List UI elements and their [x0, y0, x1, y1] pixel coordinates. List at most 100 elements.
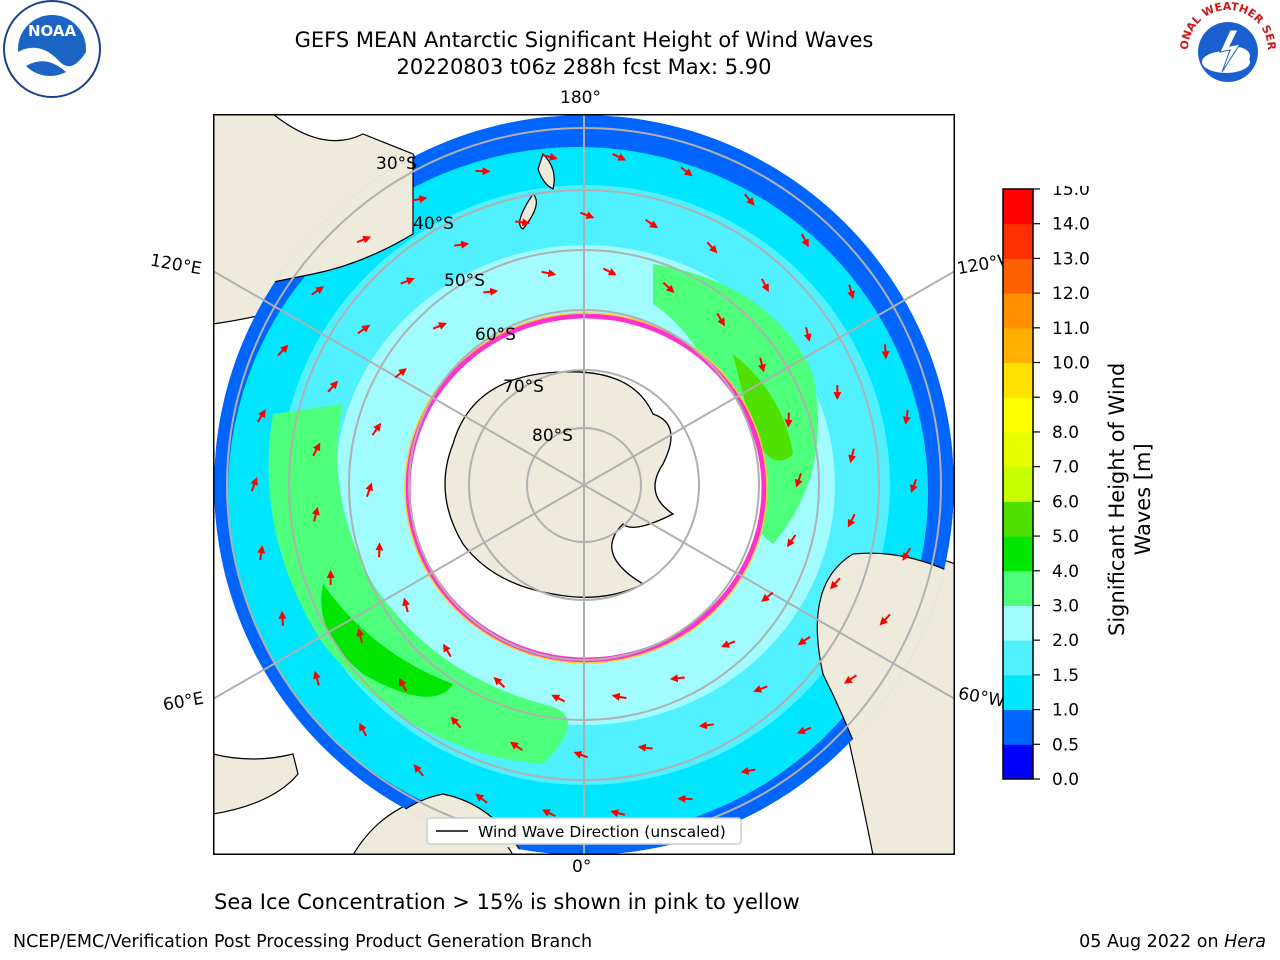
wind-wave-arrow — [645, 218, 659, 229]
wind-wave-arrow — [843, 674, 857, 684]
wind-wave-arrow — [706, 241, 718, 254]
colorbar-swatch — [1003, 466, 1033, 502]
wind-wave-arrow — [680, 166, 693, 177]
wind-wave-arrow — [432, 322, 447, 330]
wind-wave-arrow — [394, 368, 407, 379]
wind-wave-arrow — [515, 218, 531, 227]
wind-wave-arrow — [716, 312, 725, 327]
wind-wave-arrow — [277, 344, 289, 357]
colorbar-tick-label: 14.0 — [1052, 215, 1090, 235]
colorbar-swatch — [1003, 570, 1033, 606]
colorbar-tick-label: 13.0 — [1052, 249, 1090, 269]
wind-wave-arrow — [573, 751, 588, 759]
lon-label-120e: 120°E — [148, 250, 204, 280]
lat-label-70s: 70°S — [503, 377, 544, 397]
wind-wave-arrow — [541, 809, 556, 817]
wind-wave-arrow — [669, 674, 685, 683]
wind-wave-arrow — [879, 613, 891, 626]
wind-wave-arrow — [412, 195, 428, 204]
lat-label-30s: 30°S — [376, 154, 417, 174]
wind-wave-arrow — [356, 628, 365, 643]
wind-wave-arrow — [910, 478, 918, 493]
wind-wave-arrow — [257, 545, 266, 561]
wind-wave-arrow — [311, 286, 325, 296]
wind-wave-arrow — [375, 542, 384, 558]
colorbar-swatch — [1003, 501, 1033, 537]
wind-wave-arrow — [662, 282, 675, 294]
noaa-logo-text: NOAA — [28, 22, 77, 40]
colorbar-tick-label: 10.0 — [1052, 354, 1090, 374]
wind-wave-arrow — [740, 766, 756, 775]
map-title: GEFS MEAN Antarctic Significant Height o… — [294, 28, 874, 52]
wave-core-indian — [321, 584, 453, 697]
colorbar-swatch — [1003, 744, 1033, 780]
wind-wave-arrow — [365, 482, 374, 497]
wind-wave-arrow — [450, 716, 462, 729]
wind-wave-arrow — [796, 726, 812, 735]
wind-wave-arrow — [357, 324, 371, 335]
footer-host: Hera — [1224, 932, 1266, 952]
wind-wave-arrow — [256, 409, 266, 423]
madagascar-land — [213, 753, 299, 815]
colorbar-label: Significant Height of Wind Waves [m] — [1105, 362, 1155, 636]
colorbar-tick-label: 1.0 — [1052, 701, 1079, 721]
wind-wave-arrow — [784, 412, 793, 428]
colorbar-swatch — [1003, 258, 1033, 294]
wind-wave-arrow — [902, 547, 912, 561]
colorbar-swatch — [1003, 362, 1033, 398]
wind-wave-arrow — [881, 344, 890, 360]
national-weather-service-logo: NATIONAL WEATHER SERVICE — [1176, 0, 1278, 98]
wind-wave-arrow — [611, 692, 627, 701]
wind-wave-arrow — [786, 534, 797, 548]
colorbar-swatch — [1003, 431, 1033, 468]
longitude-gridlines — [213, 114, 955, 855]
lon-label-180: 180° — [560, 88, 601, 108]
wind-wave-arrow — [829, 577, 841, 590]
colorbar-tick-label: 5.0 — [1052, 527, 1079, 547]
wind-wave-arrow — [475, 793, 488, 804]
legend-label: Wind Wave Direction (unscaled) — [478, 823, 726, 841]
wind-wave-arrow — [760, 278, 769, 293]
wind-wave-arrow — [610, 809, 626, 817]
lat-label-60s: 60°S — [475, 325, 516, 345]
wind-wave-arrow — [758, 357, 766, 373]
colorbar-tick-label: 0.0 — [1052, 770, 1079, 786]
lon-label-0: 0° — [572, 857, 592, 877]
polar-map: 30°S 40°S 50°S 60°S 70°S 80°S Wind Wave … — [213, 114, 955, 855]
wind-wave-arrow — [902, 409, 911, 425]
wave-core-pacific — [733, 354, 793, 461]
wind-wave-arrow — [542, 153, 558, 161]
wind-wave-arrow — [493, 676, 506, 688]
wind-wave-arrow — [483, 287, 499, 296]
wind-wave-arrow — [327, 380, 339, 393]
wind-wave-arrow — [454, 240, 470, 249]
colorbar-tick-label: 12.0 — [1052, 284, 1090, 304]
wind-wave-arrow — [278, 610, 287, 626]
wind-wave-arrow — [803, 327, 812, 342]
colorbar-swatch — [1003, 189, 1033, 225]
wind-wave-arrow — [399, 677, 408, 692]
wind-wave-arrow — [551, 694, 566, 703]
wind-wave-arrow — [509, 741, 523, 752]
wind-wave-arrow — [797, 635, 811, 646]
colorbar-tick-label: 0.5 — [1052, 735, 1079, 755]
wind-wave-arrow — [402, 597, 410, 613]
wind-wave-arrow — [311, 506, 320, 522]
colorbar-swatch — [1003, 536, 1033, 572]
colorbar-tick-label: 7.0 — [1052, 458, 1079, 478]
wind-wave-arrows — [250, 153, 918, 817]
noaa-logo: NOAA — [3, 0, 101, 98]
wind-wave-arrow — [602, 267, 617, 276]
wind-wave-arrow — [721, 640, 736, 648]
colorbar-tick-label: 15.0 — [1052, 186, 1090, 200]
wind-wave-arrow — [794, 473, 803, 488]
colorbar-swatch — [1003, 674, 1033, 711]
wind-wave-arrow — [753, 685, 768, 693]
wind-wave-arrow — [637, 743, 653, 752]
colorbar-swatch — [1003, 709, 1033, 745]
wind-wave-arrow — [541, 269, 557, 278]
colorbar-swatch — [1003, 327, 1033, 364]
antarctica-land — [444, 371, 675, 598]
sea-ice-note: Sea Ice Concentration > 15% is shown in … — [214, 890, 800, 914]
map-legend: Wind Wave Direction (unscaled) — [426, 817, 742, 845]
